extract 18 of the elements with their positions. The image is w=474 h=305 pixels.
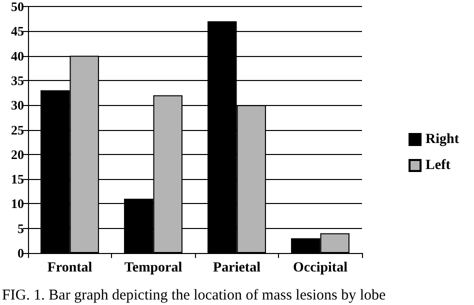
- y-tick-label: 35: [11, 72, 24, 88]
- y-tick-label: 40: [11, 48, 24, 64]
- y-tick-label: 50: [11, 0, 24, 14]
- y-tick-label: 45: [11, 24, 24, 39]
- y-tick-label: 30: [11, 98, 24, 113]
- y-tick-label: 10: [11, 196, 24, 212]
- y-tick-label: 15: [11, 172, 24, 187]
- y-tick-label: 5: [18, 220, 24, 236]
- legend-label: Right: [426, 132, 460, 147]
- caption: FIG. 1. Bar graph depicting the location of mass lesions by lobe: [2, 288, 386, 304]
- x-tick-label: Occipital: [293, 260, 348, 276]
- y-tick-label: 25: [11, 122, 24, 138]
- x-tick-label: Frontal: [47, 260, 92, 276]
- y-tick-label: 20: [11, 146, 24, 162]
- y-tick-label: 0: [18, 246, 24, 260]
- x-tick-label: Parietal: [213, 260, 261, 276]
- legend-label: Left: [426, 158, 451, 173]
- x-tick-label: Temporal: [124, 260, 182, 276]
